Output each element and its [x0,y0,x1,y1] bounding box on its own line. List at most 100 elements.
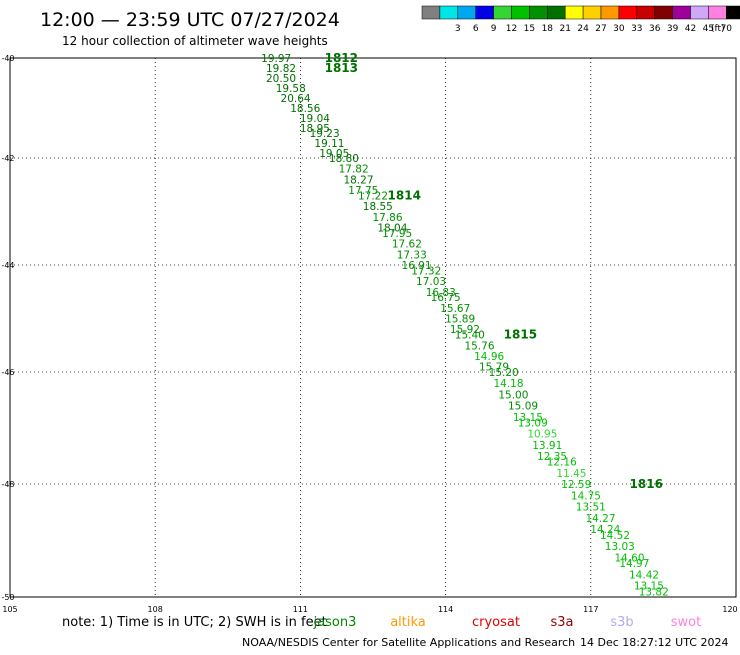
longitude-label: 108 [148,605,163,614]
legend-swatch [564,5,584,20]
units-note: note: 1) Time is in UTC; 2) SWH is in fe… [62,615,327,630]
map-title: 12:00 — 23:59 UTC 07/27/2024 [40,9,340,31]
latitude-label: -40 [1,54,14,63]
swh-observations: 19.9719.8220.5019.5820.6418.5619.0418.95… [261,53,669,598]
satellite-name: cryosat [472,615,520,630]
swh-value: 19.97 [261,53,291,65]
swh-color-legend: 3 6 9 12 15 18 21 24 27 30 33 36 39 42 45 70 [421,5,740,34]
legend-tick-label: 36 [649,24,661,34]
swh-value: 18.27 [343,174,373,186]
swh-value: 15.20 [489,367,519,379]
legend-swatch [618,5,638,20]
satellite-key: jason3 altika cryosat s3a s3b swot [313,615,702,630]
legend-swatch [636,5,655,20]
swh-value: 15.76 [464,340,494,352]
swh-value: 14.96 [474,351,504,363]
legend-swatch [547,5,566,20]
legend-tick-label: 30 [613,24,625,34]
swh-value: 17.32 [411,265,441,277]
legend-unit: (ft) [711,24,725,34]
satellite-name: swot [671,615,701,630]
swh-value: 13.15 [513,412,543,424]
swh-value: 14.60 [614,552,644,564]
legend-swatch [654,5,673,20]
swh-value: 13.51 [576,502,606,514]
legend-swatch [672,5,691,20]
satellite-name: jason3 [313,615,357,630]
legend-tick-label: 9 [491,24,497,34]
satellite-name: s3b [610,615,633,630]
swh-value: 19.58 [276,83,306,95]
footer-timestamp: 14 Dec 18:27:12 UTC 2024 [580,636,728,649]
legend-swatch [582,5,602,20]
swh-value: 12.16 [547,457,577,469]
longitude-labels: 105 108 111 114 117 120 [2,605,737,614]
latitude-label: -46 [1,368,14,377]
latitude-label: -44 [1,261,14,270]
legend-tick-label: 45 [703,24,714,34]
swh-value: 14.24 [590,524,620,536]
latitude-label: -48 [1,480,14,489]
legend-swatch [439,5,459,20]
hour-label: 1813 [325,61,358,75]
hour-label: 1816 [630,477,663,491]
swh-value: 17.62 [392,239,422,251]
legend-tick-label: 12 [506,24,517,34]
swh-value: 20.50 [266,73,296,85]
plot-frame [9,57,737,598]
swh-value: 13.91 [532,440,562,452]
satellite-name: s3a [550,615,573,630]
swh-value: 16.83 [426,287,456,299]
legend-tick-label: 15 [524,24,535,34]
swh-value: 14.27 [585,513,615,525]
legend-swatch [493,5,512,20]
swh-value: 15.40 [455,330,485,342]
swh-value: 19.05 [319,148,349,160]
swh-value: 17.86 [372,212,402,224]
swh-value: 13.15 [634,581,664,593]
satellite-name: altika [390,615,426,630]
swh-value: 17.75 [348,185,378,197]
legend-tick-label: 33 [631,24,642,34]
legend-tick-label: 18 [542,24,554,34]
longitude-label: 120 [722,605,737,614]
swh-value: 13.82 [639,586,669,598]
longitude-label: 114 [438,605,453,614]
swh-value: 14.52 [600,530,630,542]
swh-value: 12.35 [537,451,567,463]
swh-value: 13.03 [605,541,635,553]
swh-value: 17.33 [397,249,427,261]
legend-swatch [690,5,709,20]
longitude-label: 111 [293,605,308,614]
swh-value: 15.09 [508,401,538,413]
swh-value: 15.00 [498,389,528,401]
swh-value: 15.79 [479,362,509,374]
swh-value: 13.09 [518,417,548,429]
legend-swatch [421,5,441,20]
swh-value: 19.23 [310,128,340,140]
swh-value: 20.64 [281,93,311,105]
legend-swatch [600,5,620,20]
swh-value: 17.22 [358,190,388,202]
legend-swatch [475,5,494,20]
legend-tick-label: 3 [455,24,461,34]
latitude-labels: -40 -42 -44 -46 -48 -50 [1,54,14,602]
legend-tick-label: 24 [577,24,589,34]
swh-value: 17.03 [416,276,446,288]
legend-swatch [708,5,727,20]
map-subtitle: 12 hour collection of altimeter wave hei… [62,34,328,48]
hour-label: 1815 [504,328,537,342]
swh-value: 18.95 [300,123,330,135]
legend-tick-label: 6 [473,24,479,34]
swh-value: 10.95 [527,429,557,441]
swh-value: 18.04 [377,223,407,235]
swh-value: 15.92 [450,324,480,336]
swh-value: 18.80 [329,153,359,165]
swh-value: 19.82 [266,63,296,75]
swh-value: 14.18 [493,378,523,390]
legend-tick-label: 21 [559,24,570,34]
longitude-label: 117 [583,605,598,614]
swh-value: 11.45 [556,468,586,480]
